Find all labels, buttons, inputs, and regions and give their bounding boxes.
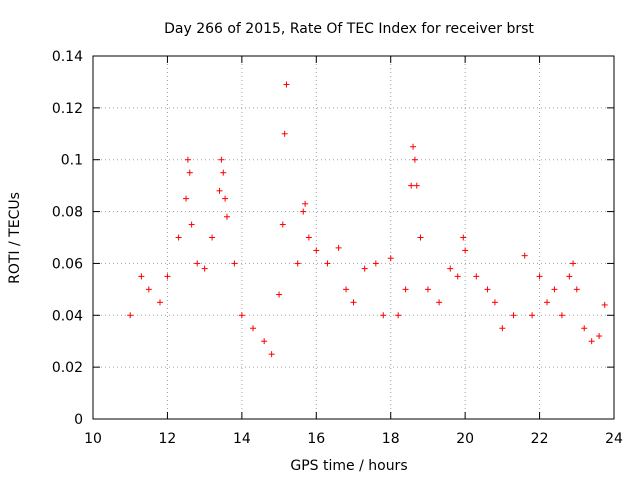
x-tick-label: 24 [605,431,623,447]
data-point [499,325,506,332]
data-point [588,338,595,345]
x-tick-label: 22 [531,431,549,447]
data-point [361,265,368,272]
y-tick-label: 0.14 [52,49,83,65]
data-point [462,247,469,254]
y-tick-label: 0.04 [52,308,83,324]
data-point [127,312,134,319]
data-point [294,260,301,267]
data-point [281,130,288,137]
y-tick-label: 0 [74,412,83,428]
data-point [220,169,227,176]
y-tick-label: 0.1 [61,153,83,169]
data-point [283,81,290,88]
data-point [156,299,163,306]
data-point [454,273,461,280]
y-tick-label: 0.02 [52,360,83,376]
data-point [447,265,454,272]
data-point [183,195,190,202]
x-tick-label: 20 [456,431,474,447]
data-point [491,299,498,306]
data-point [231,260,238,267]
data-point [216,187,223,194]
x-tick-label: 14 [233,431,251,447]
data-point [343,286,350,293]
data-point [536,273,543,280]
data-point [473,273,480,280]
data-point [175,234,182,241]
data-point [223,213,230,220]
data-point [411,156,418,163]
data-point [268,351,275,358]
chart-title: Day 266 of 2015, Rate Of TEC Index for r… [164,21,534,37]
y-axis-label: ROTI / TECUs [7,192,23,284]
data-point [460,234,467,241]
data-point [573,286,580,293]
data-point [410,143,417,150]
data-point [209,234,216,241]
data-point [335,244,342,251]
data-point [408,182,415,189]
data-point [276,291,283,298]
data-point [566,273,573,280]
axis-ticks [92,55,615,420]
data-point [186,169,193,176]
x-tick-label: 18 [382,431,400,447]
data-point [402,286,409,293]
data-point [484,286,491,293]
data-point [194,260,201,267]
plot-frame [92,55,615,420]
data-point [324,260,331,267]
data-point [380,312,387,319]
y-tick-labels: 0 0.02 0.04 0.06 0.08 0.1 0.12 0.14 [52,49,83,428]
data-point [218,156,225,163]
data-point [601,301,608,308]
data-point [188,221,195,228]
data-point [596,333,603,340]
data-point [261,338,268,345]
x-axis-label: GPS time / hours [290,458,407,474]
data-point [300,208,307,215]
data-point [581,325,588,332]
data-point [164,273,171,280]
data-point [558,312,565,319]
data-point [551,286,558,293]
data-point [529,312,536,319]
data-point [138,273,145,280]
data-point [417,234,424,241]
data-point [436,299,443,306]
data-point [201,265,208,272]
data-point [184,156,191,163]
y-tick-label: 0.06 [52,256,83,272]
data-point [510,312,517,319]
data-point [350,299,357,306]
data-points [127,81,608,358]
data-point [250,325,257,332]
data-point [145,286,152,293]
data-point [424,286,431,293]
x-tick-label: 16 [307,431,325,447]
data-point [521,252,528,259]
y-tick-label: 0.12 [52,101,83,117]
x-tick-labels: 10 12 14 16 18 20 22 24 [84,431,623,447]
data-point [238,312,245,319]
data-point [305,234,312,241]
data-point [372,260,379,267]
data-point [387,255,394,262]
x-tick-label: 10 [84,431,102,447]
data-point [395,312,402,319]
grid-lines [93,56,614,419]
data-point [570,260,577,267]
data-point [222,195,229,202]
y-tick-label: 0.08 [52,205,83,221]
data-point [313,247,320,254]
data-point [302,200,309,207]
data-point [413,182,420,189]
data-point [544,299,551,306]
x-tick-label: 12 [159,431,177,447]
data-point [279,221,286,228]
